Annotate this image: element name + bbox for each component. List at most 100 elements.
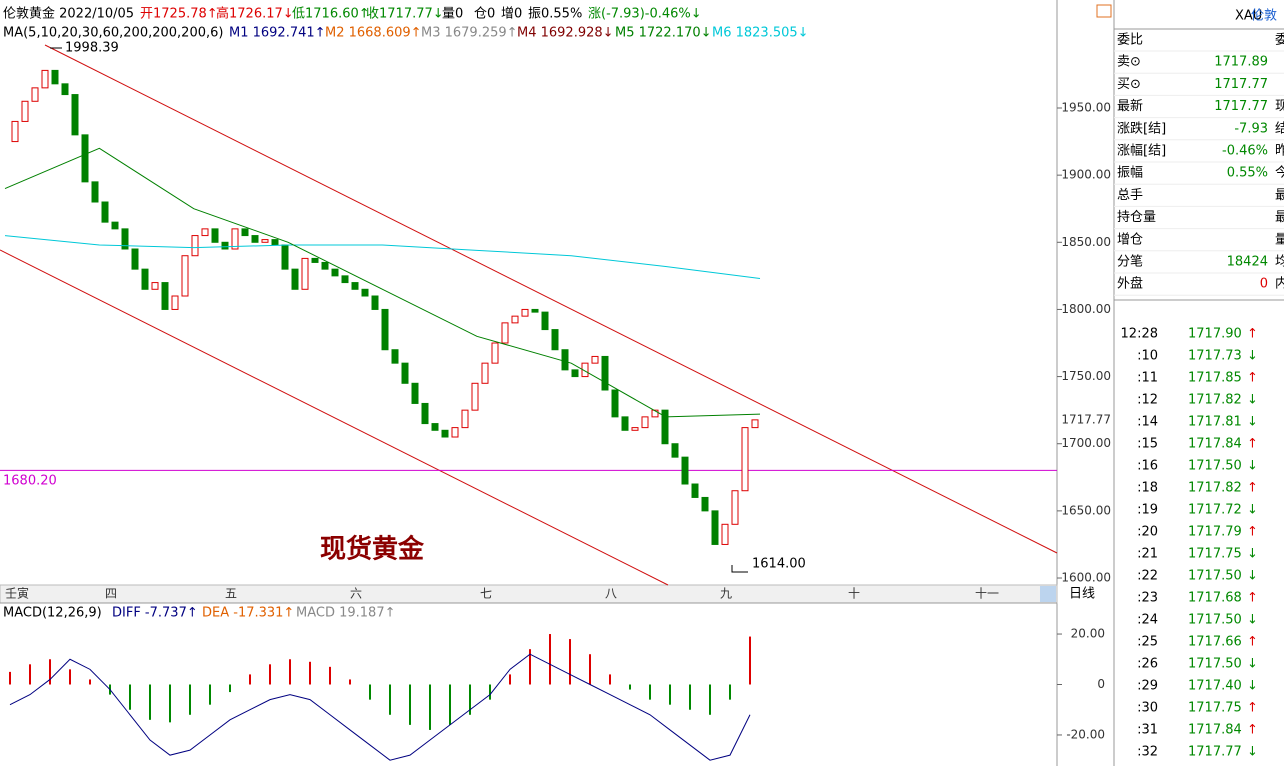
tick-price: 1717.75 bbox=[1188, 701, 1242, 716]
y-tick-label: 1600.00 bbox=[1061, 571, 1111, 585]
panel-symbol: XAU bbox=[1235, 9, 1262, 24]
x-tick-label: 十一 bbox=[975, 587, 999, 601]
ma-line bbox=[4, 235, 761, 280]
candle bbox=[241, 228, 249, 237]
candle bbox=[291, 268, 299, 290]
tick-arrow: ↓ bbox=[1247, 679, 1258, 694]
candle bbox=[601, 355, 609, 391]
candle bbox=[21, 100, 29, 122]
tick-price: 1717.50 bbox=[1188, 459, 1242, 474]
candle bbox=[61, 83, 69, 96]
candle bbox=[91, 181, 99, 203]
quote-label: 卖⊙ bbox=[1117, 55, 1141, 70]
tick-time: :20 bbox=[1137, 525, 1158, 540]
candle bbox=[211, 228, 219, 243]
candle bbox=[581, 362, 589, 378]
candle bbox=[331, 268, 339, 277]
quote-label: 外盘 bbox=[1117, 276, 1143, 292]
candle bbox=[311, 257, 319, 263]
tick-price: 1717.50 bbox=[1188, 569, 1242, 584]
tick-arrow: ↑ bbox=[1247, 591, 1258, 606]
candle bbox=[691, 483, 699, 498]
tick-time: :25 bbox=[1137, 635, 1158, 650]
candle bbox=[711, 510, 719, 545]
ma-m2: M2 1668.609↑ bbox=[325, 26, 422, 41]
candle bbox=[131, 248, 139, 270]
tick-time: :14 bbox=[1137, 415, 1158, 430]
ma-m6: M6 1823.505↓ bbox=[712, 26, 809, 41]
macd-dea: DEA -17.331↑ bbox=[202, 606, 294, 621]
tick-time: :32 bbox=[1137, 745, 1158, 760]
candle bbox=[731, 490, 739, 525]
period-label[interactable]: 日线 bbox=[1069, 587, 1095, 602]
candle bbox=[31, 87, 39, 102]
candle bbox=[531, 308, 539, 313]
quote-label: 买⊙ bbox=[1117, 77, 1141, 92]
quote-label: 最新 bbox=[1117, 98, 1143, 114]
tick-price: 1717.40 bbox=[1188, 679, 1242, 694]
quote-value: 1717.77 bbox=[1214, 77, 1268, 92]
candle bbox=[411, 382, 419, 404]
candle bbox=[651, 409, 659, 418]
channel-upper bbox=[44, 44, 1058, 554]
macd-diff: DIFF -7.737↑ bbox=[112, 606, 198, 621]
candle bbox=[361, 288, 369, 297]
candle bbox=[441, 429, 449, 438]
x-tick-label: 七 bbox=[480, 587, 492, 601]
quote-label: 涨跌[结] bbox=[1117, 120, 1166, 136]
candle bbox=[371, 295, 379, 310]
x-tick-label: 九 bbox=[720, 587, 732, 601]
tick-time: :19 bbox=[1137, 503, 1158, 518]
macd-y-tick-label: -20.00 bbox=[1066, 727, 1105, 741]
macd-y-tick-label: 20.00 bbox=[1071, 627, 1105, 641]
candle bbox=[271, 239, 279, 246]
quote-label: 振幅 bbox=[1117, 166, 1143, 181]
tick-arrow: ↓ bbox=[1247, 349, 1258, 364]
quote-right: 最 bbox=[1275, 210, 1284, 225]
tick-time: :15 bbox=[1137, 437, 1158, 452]
quote-label: 持仓量 bbox=[1117, 210, 1156, 225]
candle bbox=[51, 69, 59, 85]
expand-button[interactable] bbox=[1096, 4, 1112, 18]
quote-right: 结 bbox=[1275, 121, 1284, 136]
candle bbox=[121, 228, 129, 250]
quote-right: 量 bbox=[1275, 232, 1284, 247]
tick-price: 1717.73 bbox=[1188, 349, 1242, 364]
quote-right: 今 bbox=[1275, 165, 1284, 181]
tick-time: 12:28 bbox=[1121, 327, 1158, 342]
candle bbox=[391, 349, 399, 364]
tick-arrow: ↓ bbox=[1247, 613, 1258, 628]
candle bbox=[511, 315, 519, 324]
tick-time: :22 bbox=[1137, 569, 1158, 584]
scroll-button[interactable] bbox=[1040, 586, 1056, 602]
quote-value: 18424 bbox=[1227, 255, 1268, 270]
tick-price: 1717.75 bbox=[1188, 547, 1242, 562]
quote-label: 增仓 bbox=[1117, 232, 1143, 247]
candle bbox=[351, 282, 359, 290]
header-name: 伦敦黄金 2022/10/05 bbox=[3, 6, 134, 22]
candle bbox=[181, 255, 189, 297]
tick-time: :24 bbox=[1137, 613, 1158, 628]
panel-exchange: 伦敦 bbox=[1251, 8, 1277, 24]
header-open: 开1725.78↑ bbox=[140, 7, 218, 22]
tick-arrow: ↑ bbox=[1247, 437, 1258, 452]
x-tick-label: 十 bbox=[848, 587, 860, 601]
y-tick-label: 1900.00 bbox=[1061, 168, 1111, 182]
quote-right: 均 bbox=[1275, 255, 1284, 270]
macd-y-tick-label: 0 bbox=[1097, 677, 1105, 691]
tick-arrow: ↑ bbox=[1247, 481, 1258, 496]
candle bbox=[401, 362, 409, 384]
candle bbox=[671, 443, 679, 458]
tick-arrow: ↑ bbox=[1247, 327, 1258, 342]
header-low: 低1716.60↑ bbox=[292, 7, 370, 22]
tick-time: :12 bbox=[1137, 393, 1158, 408]
quote-value: -0.46% bbox=[1222, 144, 1268, 159]
tick-time: :18 bbox=[1137, 481, 1158, 496]
quote-value: 0 bbox=[1260, 277, 1268, 292]
current-price-box bbox=[1058, 410, 1113, 429]
tick-price: 1717.84 bbox=[1188, 437, 1242, 452]
x-axis-strip bbox=[0, 584, 1058, 604]
header-position: 仓0 bbox=[474, 7, 495, 22]
x-tick-label: 壬寅 bbox=[5, 586, 29, 601]
